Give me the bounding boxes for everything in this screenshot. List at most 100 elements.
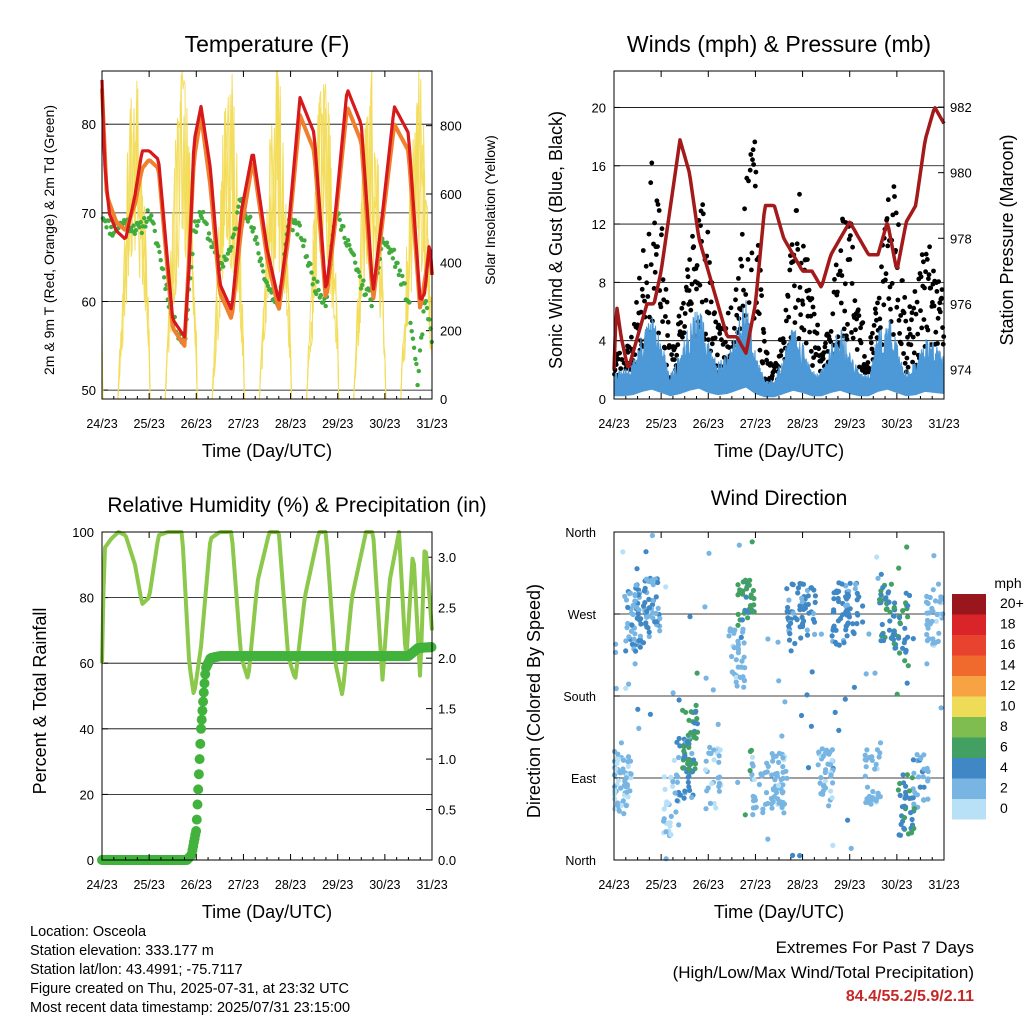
y-tick-label-right: 0.0 (438, 853, 456, 868)
gust-point (937, 309, 943, 315)
gust-point (661, 297, 667, 303)
dewpoint-point (353, 260, 358, 265)
direction-point (834, 589, 840, 596)
gust-point (792, 283, 797, 289)
gust-point (728, 305, 734, 311)
direction-point (843, 603, 849, 609)
gust-point (803, 340, 809, 346)
direction-point (812, 593, 819, 599)
gust-point (675, 342, 681, 348)
temp-2m-line (100, 79, 434, 339)
direction-point (715, 721, 721, 728)
gust-point (750, 157, 755, 163)
precip-point (191, 814, 202, 825)
gust-point (689, 301, 694, 306)
direction-point (910, 636, 916, 642)
direction-point (733, 674, 739, 681)
gust-point (700, 211, 706, 217)
dewpoint-point (318, 293, 324, 298)
dewpoint-point (221, 264, 226, 269)
direction-point (828, 788, 834, 794)
y-tick-label: 40 (80, 722, 94, 737)
gust-point (842, 308, 848, 314)
gust-point (934, 289, 940, 294)
direction-point (898, 821, 904, 828)
dewpoint-point (309, 270, 314, 275)
direction-point (883, 595, 889, 601)
gust-point (846, 236, 852, 242)
direction-point (749, 754, 756, 760)
y-tick-label: 70 (82, 206, 96, 221)
direction-point (820, 753, 826, 760)
dewpoint-point (420, 332, 425, 337)
direction-point (764, 760, 770, 766)
gust-point (733, 297, 738, 303)
gust-point (898, 341, 904, 347)
gust-point (905, 334, 910, 340)
gust-point (854, 347, 860, 352)
gust-point (844, 336, 850, 342)
direction-point (741, 640, 747, 646)
direction-point (905, 603, 911, 609)
dewpoint-point (137, 225, 142, 230)
direction-point (903, 590, 909, 596)
gust-point (902, 360, 908, 366)
direction-point (874, 554, 880, 560)
gust-point (660, 319, 665, 324)
gust-point (858, 325, 863, 331)
gust-point (918, 308, 923, 314)
direction-point (909, 775, 915, 781)
gust-point (639, 286, 645, 292)
direction-point (668, 832, 674, 838)
direction-point (677, 743, 683, 749)
direction-point (830, 842, 836, 849)
gust-point (883, 277, 888, 283)
gust-point (854, 316, 859, 322)
dewpoint-point (139, 230, 144, 236)
dewpoint-point (415, 382, 420, 388)
direction-point (829, 757, 835, 764)
gust-point (739, 231, 745, 237)
direction-point (869, 757, 875, 764)
direction-point (854, 590, 860, 597)
direction-point (842, 696, 848, 702)
y-tick-label-right: 3.0 (438, 550, 456, 565)
gust-point (814, 330, 820, 336)
direction-point (765, 636, 771, 642)
x-tick-label: 26/23 (693, 878, 724, 892)
direction-point (924, 661, 930, 667)
y-tick-label-right: 2.5 (438, 601, 456, 616)
gust-point (761, 330, 767, 335)
direction-point (741, 684, 747, 690)
direction-point (618, 802, 625, 809)
direction-point (618, 740, 625, 746)
direction-point (685, 732, 691, 738)
gust-point (659, 226, 665, 232)
x-tick-label: 29/23 (834, 417, 865, 431)
direction-point (896, 615, 903, 621)
direction-point (694, 670, 700, 676)
direction-point (903, 783, 909, 789)
gust-point (885, 243, 891, 249)
direction-point (901, 825, 907, 832)
x-tick-label: 29/23 (834, 878, 865, 892)
direction-point (649, 532, 656, 539)
direction-point (868, 801, 874, 807)
dewpoint-point (369, 303, 374, 309)
gust-point (848, 233, 853, 239)
gust-point (694, 286, 699, 292)
direction-point (676, 754, 682, 761)
direction-point (855, 612, 861, 618)
gust-point (805, 257, 810, 262)
direction-point (911, 770, 917, 776)
gust-point (875, 300, 880, 306)
gust-point (642, 298, 647, 304)
direction-point (818, 631, 825, 637)
direction-point (620, 549, 626, 555)
direction-point (622, 593, 628, 600)
direction-point (626, 591, 633, 597)
direction-point (902, 658, 908, 664)
gust-point (815, 322, 820, 328)
direction-point (748, 594, 754, 601)
